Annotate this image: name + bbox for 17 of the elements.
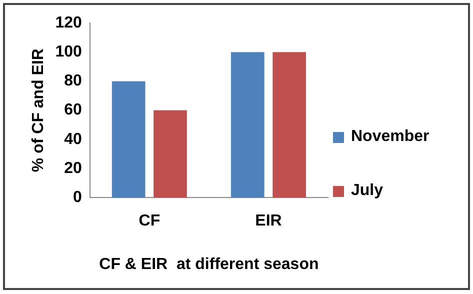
bar: [112, 81, 146, 198]
x-axis-title: CF & EIR at different season: [99, 256, 319, 273]
y-axis-title: % of CF and EIR: [30, 48, 48, 172]
y-tick-label: 20: [64, 160, 82, 177]
y-tick-label: 100: [55, 44, 82, 61]
x-tick-label: EIR: [255, 212, 282, 230]
y-tick-label: 40: [64, 130, 82, 148]
bar: [230, 52, 264, 198]
legend-label: November: [351, 128, 430, 146]
bar: [154, 110, 187, 198]
y-tick-label: 80: [64, 72, 82, 90]
y-tick-label: 120: [55, 14, 82, 32]
y-tick-label: 60: [64, 102, 82, 119]
x-tick-label: CF: [138, 212, 160, 230]
legend-label: July: [351, 182, 384, 200]
bar: [272, 52, 306, 198]
y-tick-label: 0: [72, 189, 82, 206]
